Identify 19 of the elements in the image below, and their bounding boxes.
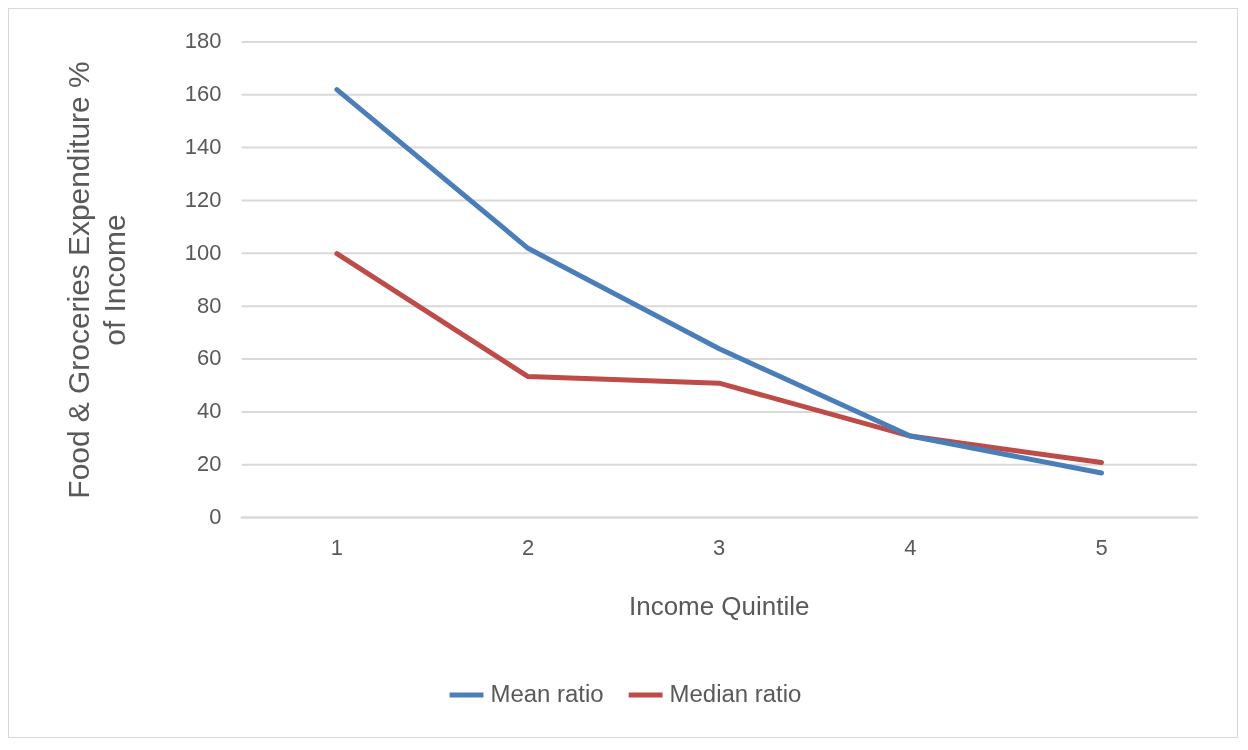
y-tick-label: 100	[184, 239, 222, 265]
y-tick-label: 0	[209, 504, 222, 530]
x-tick-label: 5	[1095, 535, 1108, 561]
legend-label: Mean ratio	[490, 679, 604, 707]
x-tick-label: 3	[713, 535, 726, 561]
x-tick-label: 2	[521, 535, 535, 561]
x-tick-label: 4	[904, 535, 917, 561]
y-tick-label: 80	[196, 292, 222, 318]
x-axis-title: Income Quintile	[629, 591, 810, 620]
y-tick-label: 180	[184, 28, 222, 54]
legend-label: Median ratio	[669, 679, 802, 707]
x-tick-label: 1	[330, 535, 344, 561]
y-tick-label: 40	[196, 398, 222, 424]
y-tick-label: 120	[184, 186, 222, 212]
y-axis-title: Food & Groceries Expenditure % of Income	[62, 61, 132, 499]
y-tick-label: 160	[184, 81, 222, 107]
y-tick-label: 140	[184, 133, 222, 159]
y-tick-label: 60	[196, 345, 222, 371]
y-tick-label: 20	[196, 451, 222, 477]
